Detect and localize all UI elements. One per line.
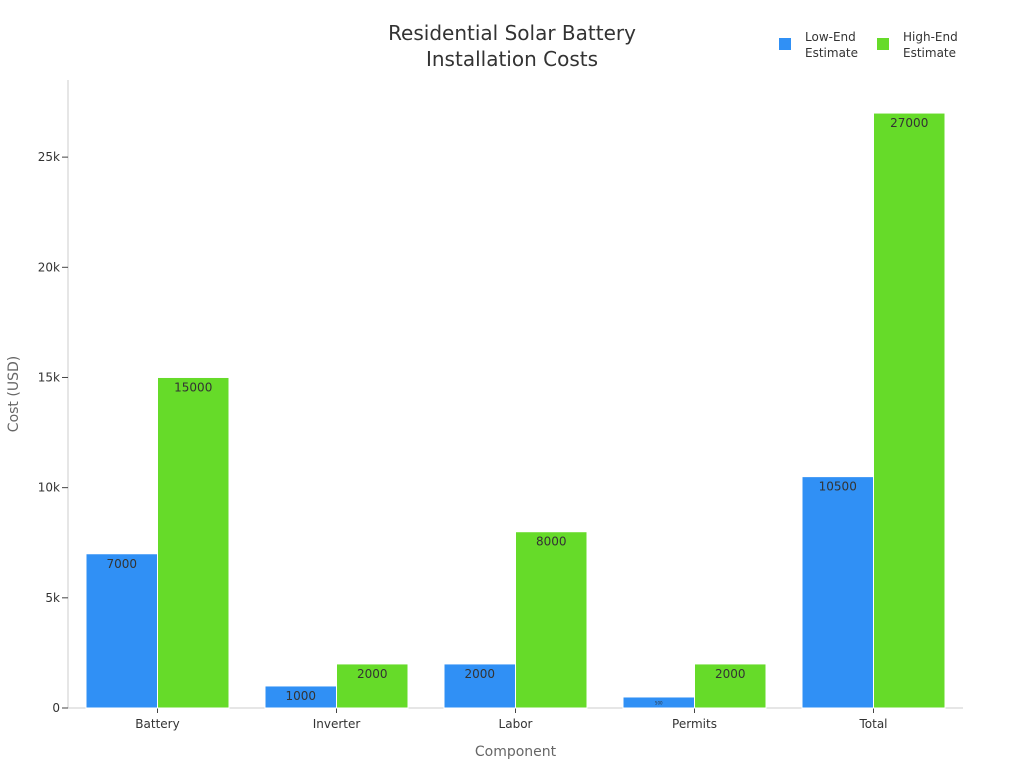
- bar-value-label: 27000: [890, 116, 928, 130]
- bar: [873, 112, 946, 709]
- y-axis-title: Cost (USD): [6, 356, 22, 432]
- bar-value-label: 2000: [464, 667, 495, 681]
- legend-item: Low-End Estimate: [779, 30, 858, 60]
- bars: [85, 112, 946, 709]
- chart-title-line: Residential Solar Battery: [388, 21, 636, 45]
- legend-item: High-End Estimate: [877, 30, 958, 60]
- legend-label: Estimate: [903, 46, 956, 60]
- y-tick-label: 20k: [38, 260, 60, 274]
- bar: [801, 476, 874, 709]
- legend-label: Estimate: [805, 46, 858, 60]
- legend: Low-End Estimate High-End Estimate: [779, 30, 958, 60]
- bar: [515, 531, 588, 709]
- legend-label: High-End: [903, 30, 958, 44]
- bar: [157, 376, 230, 709]
- legend-label: Low-End: [805, 30, 856, 44]
- bar: [85, 553, 158, 709]
- y-tick-label: 15k: [38, 370, 60, 384]
- bar-value-label: 2000: [357, 667, 388, 681]
- x-tick-label: Total: [858, 717, 887, 731]
- x-tick-label: Labor: [499, 717, 533, 731]
- x-tick-label: Inverter: [313, 717, 361, 731]
- x-tick-label: Battery: [135, 717, 179, 731]
- x-axis-title: Component: [475, 744, 557, 760]
- bar-value-label: 2000: [715, 667, 746, 681]
- chart-title-line: Installation Costs: [426, 47, 598, 71]
- bar: [443, 663, 516, 709]
- legend-swatch: [779, 38, 791, 50]
- bar-value-label: 7000: [106, 557, 137, 571]
- bar: [336, 663, 409, 709]
- legend-swatch: [877, 38, 889, 50]
- x-tick-label: Permits: [672, 717, 717, 731]
- y-tick-label: 25k: [38, 150, 60, 164]
- bar-value-label: 1000: [285, 689, 316, 703]
- bar-value-label: 500: [655, 700, 663, 705]
- bar-value-label: 8000: [536, 535, 567, 549]
- bar-value-label: 15000: [174, 380, 212, 394]
- data-labels: 7000 15000 1000 2000 2000 8000 500 2000 10500 270…: [106, 116, 928, 705]
- y-tick-label: 5k: [45, 591, 60, 605]
- axes: 0 5k 10k 15k 20k 25k Battery Inverter Labor Permi…: [6, 80, 963, 760]
- bar-value-label: 10500: [819, 480, 857, 494]
- y-tick-label: 0: [52, 701, 60, 715]
- y-tick-label: 10k: [38, 481, 60, 495]
- bar: [694, 663, 767, 709]
